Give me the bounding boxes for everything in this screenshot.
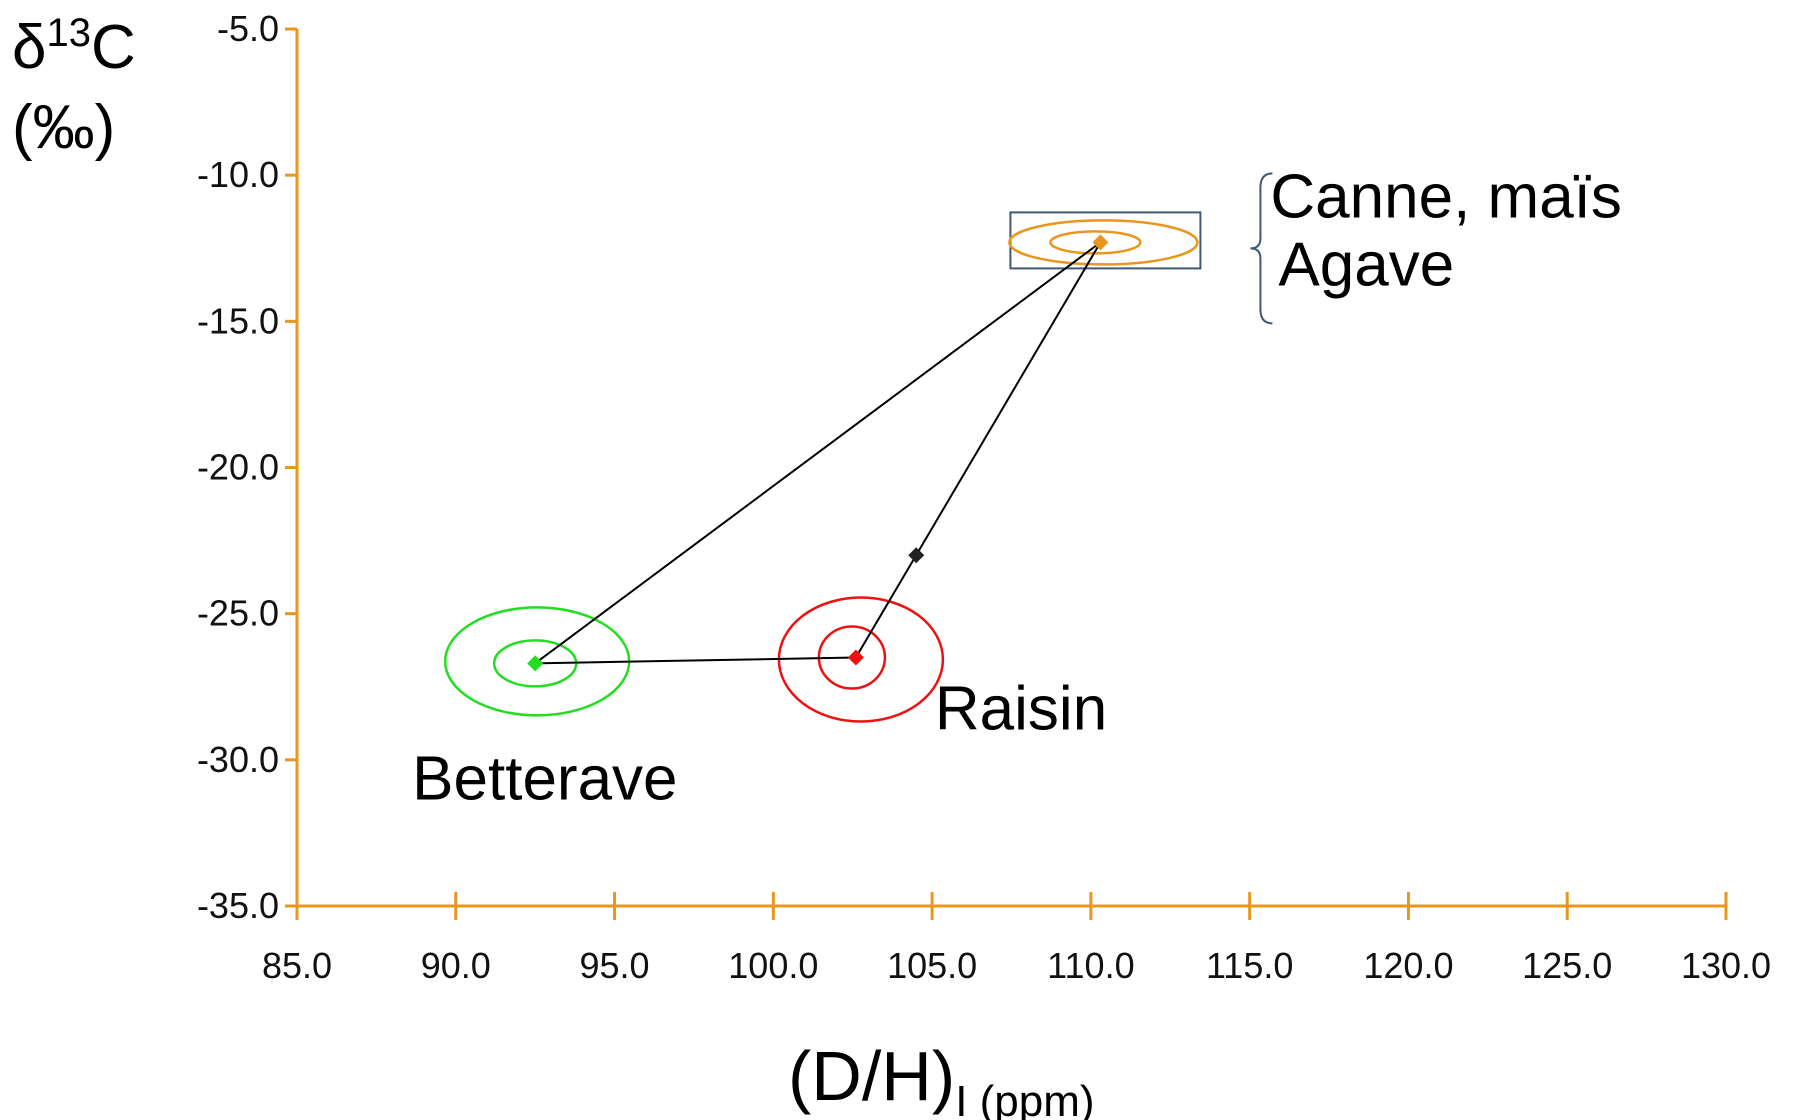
y-axis-delta: δ [12, 13, 47, 82]
connecting-lines [534, 241, 1102, 665]
x-tick-label: 90.0 [421, 945, 491, 986]
data-point [527, 655, 544, 672]
canne-outer-ellipse [1008, 219, 1199, 266]
connecting-line [534, 241, 1102, 665]
x-ticks: 85.0 90.0 95.0 100.0 105.0 110.0 115.0 120.0 125… [262, 892, 1771, 986]
y-ticks: -5.0 -10.0 -15.0 -20.0 -25.0 -30.0 -35.0 [197, 8, 297, 926]
y-tick-label: -25.0 [197, 593, 279, 634]
x-tick-label: 95.0 [580, 945, 650, 986]
x-tick-label: 115.0 [1206, 945, 1293, 986]
y-tick-label: -20.0 [197, 447, 279, 488]
x-axis-title: (D/H)I (ppm) [788, 1037, 1095, 1120]
brace-icon [1250, 172, 1273, 325]
x-axis-title-main: (D/H) [788, 1037, 955, 1115]
y-tick-label: -5.0 [217, 8, 279, 49]
x-tick-label: 105.0 [887, 945, 977, 986]
y-tick-label: -10.0 [197, 154, 279, 195]
label-agave: Agave [1278, 230, 1454, 299]
x-axis-title-sub: I (ppm) [955, 1077, 1094, 1120]
x-tick-label: 125.0 [1522, 945, 1612, 986]
data-point [1092, 234, 1109, 251]
y-axis-sup: 13 [47, 11, 92, 55]
x-tick-label: 130.0 [1681, 945, 1771, 986]
y-axis-title: δ13C [12, 11, 136, 82]
y-tick-label: -35.0 [197, 885, 279, 926]
connecting-line [535, 656, 856, 665]
label-raisin: Raisin [935, 675, 1107, 744]
label-canne-mais: Canne, maïs [1270, 162, 1622, 231]
data-point [908, 547, 925, 564]
y-axis-unit: (‰) [12, 93, 115, 162]
x-tick-label: 85.0 [262, 945, 332, 986]
data-point [847, 649, 864, 666]
x-tick-label: 110.0 [1047, 945, 1134, 986]
x-tick-label: 120.0 [1363, 945, 1453, 986]
canne-inner-ellipse [1049, 230, 1142, 255]
x-tick-label: 100.0 [728, 945, 818, 986]
y-tick-label: -15.0 [197, 300, 279, 341]
label-betterave: Betterave [412, 744, 677, 813]
data-points [527, 234, 1109, 672]
y-axis-c: C [91, 13, 136, 82]
connecting-line [855, 241, 1102, 659]
y-tick-label: -30.0 [197, 739, 279, 780]
